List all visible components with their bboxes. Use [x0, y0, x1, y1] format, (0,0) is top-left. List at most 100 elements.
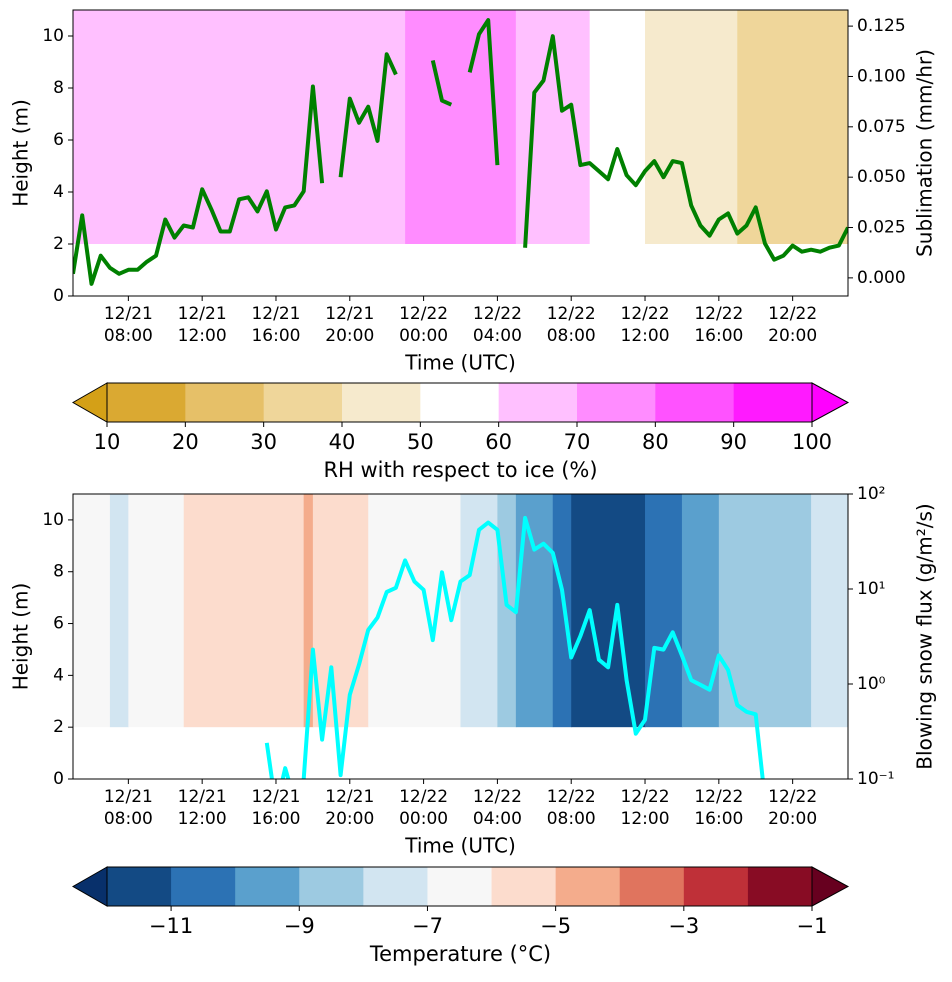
y2-tick-label: 0.050: [857, 167, 906, 187]
x-tick-label: 12/22 00:00: [399, 787, 449, 829]
contour-band: [645, 494, 683, 728]
colorbar-tick-label: −11: [149, 914, 193, 938]
y-tick-label: 10: [42, 26, 64, 46]
contour-band: [128, 494, 185, 728]
colorbar-tick-label: 60: [485, 430, 512, 454]
y2-tick-label: 0.100: [857, 66, 906, 86]
y-tick-label: 4: [53, 665, 64, 685]
colorbar-tick-label: −5: [540, 914, 571, 938]
y2-tick-label: 0.075: [857, 117, 906, 137]
contour-band: [737, 10, 849, 244]
colorbar-bin: [427, 867, 492, 906]
contour-band: [405, 10, 517, 244]
x-tick-label: 12/21 12:00: [177, 304, 227, 346]
y2-tick-label: 10²: [857, 484, 885, 504]
colorbar-bin: [655, 383, 735, 422]
contour-band: [571, 494, 646, 728]
plot-frame: [72, 9, 849, 297]
x-tick-label: 12/22 20:00: [768, 787, 818, 829]
colorbar-extend-under: [71, 382, 108, 423]
y2-tick-label: 0.125: [857, 16, 906, 36]
colorbar-bin: [263, 383, 343, 422]
colorbar-tick-label: 40: [329, 430, 356, 454]
contour-band: [73, 494, 111, 728]
colorbar-tick-label: −3: [668, 914, 699, 938]
contour-band: [681, 494, 720, 728]
y-tick-label: 0: [53, 769, 64, 789]
y2-tick-label: 0.025: [857, 218, 906, 238]
colorbar-tick-label: 50: [407, 430, 434, 454]
colorbar-bin: [420, 383, 500, 422]
x-tick-label: 12/21 20:00: [325, 304, 375, 346]
y-tick-label: 2: [53, 234, 64, 254]
x-tick-label: 12/22 04:00: [472, 787, 522, 829]
y-tick-label: 10: [42, 510, 64, 530]
x-tick-label: 12/21 08:00: [103, 787, 153, 829]
x-tick-label: 12/21 20:00: [325, 787, 375, 829]
colorbar-tick-label: 30: [250, 430, 277, 454]
colorbar-tick-label: 100: [792, 430, 832, 454]
colorbar-bin: [185, 383, 265, 422]
colorbar-bin: [107, 383, 186, 422]
x-axis-label: Time (UTC): [404, 351, 516, 375]
x-tick-label: 12/22 00:00: [399, 304, 449, 346]
y-tick-label: 2: [53, 717, 64, 737]
colorbar-tick-label: 80: [642, 430, 669, 454]
colorbar-bin: [747, 867, 813, 906]
y-axis-label: Height (m): [9, 99, 33, 207]
x-tick-label: 12/21 08:00: [103, 304, 153, 346]
contour-band: [303, 494, 314, 728]
x-tick-label: 12/21 16:00: [251, 787, 301, 829]
colorbar-bin: [683, 867, 749, 906]
x-tick-label: 12/22 16:00: [694, 787, 744, 829]
x-tick-label: 12/21 16:00: [251, 304, 301, 346]
colorbar-bin: [299, 867, 364, 906]
contour-band: [811, 494, 849, 728]
colorbar-tick-label: −1: [797, 914, 828, 938]
y2-axis-label: Blowing snow flux (g/m²/s): [913, 503, 937, 769]
line: [264, 515, 765, 779]
contour-band: [73, 10, 406, 244]
x-tick-label: 12/22 12:00: [620, 787, 670, 829]
colorbar-extend-over: [811, 866, 850, 907]
plot-frame: [72, 493, 849, 780]
contour-band: [515, 494, 554, 728]
colorbar-bin: [619, 867, 685, 906]
y-tick-label: 8: [53, 562, 64, 582]
colorbar-tick-label: 20: [172, 430, 199, 454]
colorbar-bin: [235, 867, 300, 906]
x-tick-label: 12/22 16:00: [694, 304, 744, 346]
y2-tick-label: 10¹: [857, 579, 885, 599]
y2-axis-label: Sublimation (mm/hr): [913, 49, 937, 257]
colorbar-frame: [106, 866, 813, 907]
contour-band: [183, 494, 305, 728]
x-axis-label: Time (UTC): [404, 834, 516, 858]
colorbar-tick-label: 90: [720, 430, 747, 454]
colorbar-extend-over: [811, 382, 850, 423]
contour-band: [368, 494, 461, 728]
colorbar-bin: [498, 383, 578, 422]
colorbar-bin: [555, 867, 621, 906]
y-axis-label: Height (m): [9, 583, 33, 691]
y-tick-label: 0: [53, 286, 64, 306]
y2-tick-label: 10⁰: [857, 674, 886, 694]
colorbar-bin: [491, 867, 557, 906]
colorbar-label: Temperature (°C): [369, 942, 551, 966]
x-tick-label: 12/22 04:00: [472, 304, 522, 346]
colorbar-bin: [733, 383, 813, 422]
contour-band: [552, 494, 572, 728]
y-tick-label: 6: [53, 614, 64, 634]
colorbar-bin: [171, 867, 236, 906]
y2-tick-label: 10⁻¹: [857, 769, 894, 789]
colorbar-label: RH with respect to ice (%): [323, 458, 597, 482]
x-tick-label: 12/22 08:00: [546, 787, 596, 829]
y-tick-label: 8: [53, 78, 64, 98]
colorbar-tick-label: 70: [564, 430, 591, 454]
colorbar-frame: [106, 382, 813, 423]
contour-band: [312, 494, 369, 728]
colorbar-tick-label: −7: [412, 914, 443, 938]
y-tick-label: 6: [53, 130, 64, 150]
colorbar-bin: [342, 383, 421, 422]
